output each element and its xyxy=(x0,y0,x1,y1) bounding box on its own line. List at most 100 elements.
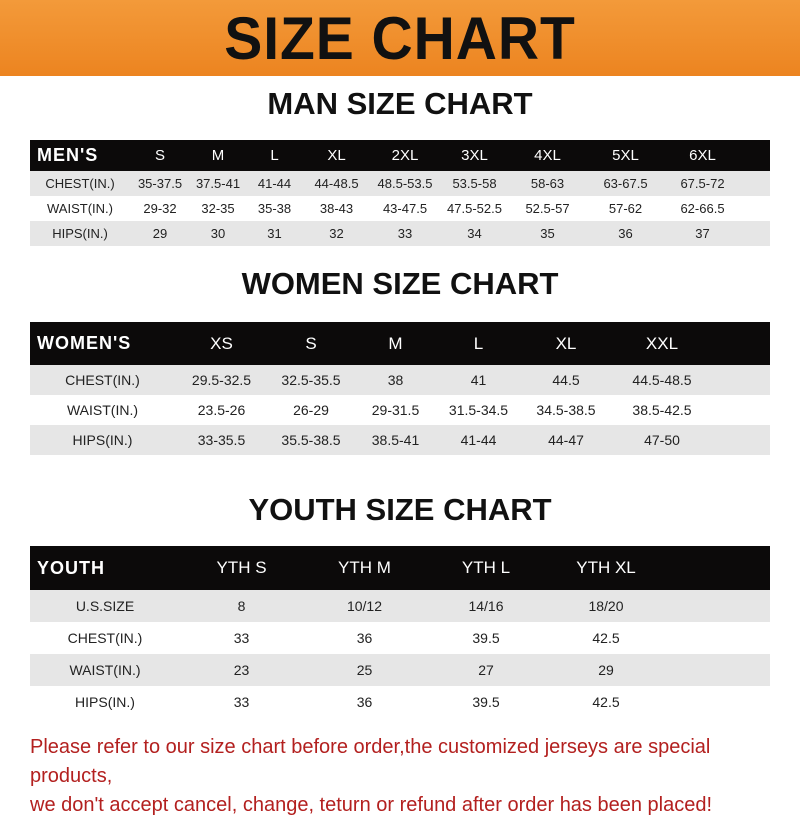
note-line: Please refer to our size chart before or… xyxy=(30,736,711,787)
women-title: WOMEN SIZE CHART xyxy=(241,266,559,301)
men-size-table: MEN'S S M L XL 2XL 3XL 4XL 5XL 6XL CHEST(IN.) 35-37… xyxy=(30,140,770,246)
table-cell: 63-67.5 xyxy=(603,176,648,191)
table-row: CHEST(IN.) 29.5-32.5 32.5-35.5 38 41 44.5 44.5… xyxy=(30,365,770,395)
table-cell: 44-48.5 xyxy=(314,176,359,191)
table-cell: 37.5-41 xyxy=(195,176,241,191)
table-cell: 35-37.5 xyxy=(137,176,183,191)
table-cell: S xyxy=(154,147,165,164)
table-cell: 38 xyxy=(387,372,404,388)
table-cell: XL xyxy=(327,147,346,164)
table-cell: 67.5-72 xyxy=(680,176,725,191)
table-header-row: YOUTH YTH S YTH M YTH L YTH XL xyxy=(30,546,770,590)
banner: SIZE CHART xyxy=(0,0,800,76)
table-cell: 33-35.5 xyxy=(197,432,246,448)
table-cell: L xyxy=(270,147,279,164)
men-title: MAN SIZE CHART xyxy=(267,86,533,121)
table-cell: 30 xyxy=(210,226,226,241)
table-cell: 29.5-32.5 xyxy=(191,372,252,388)
table-cell: 33 xyxy=(233,694,250,710)
table-cell: XXL xyxy=(645,333,679,353)
table-cell: L xyxy=(473,333,484,353)
table-cell: 35 xyxy=(540,226,555,241)
table-row: HIPS(IN.) 29 30 31 32 33 34 35 36 37 xyxy=(30,221,770,246)
table-cell: YTH L xyxy=(461,558,511,577)
table-cell: 32.5-35.5 xyxy=(281,372,341,388)
table-cell: 41 xyxy=(470,372,487,388)
table-header-row: MEN'S S M L XL 2XL 3XL 4XL 5XL 6XL xyxy=(30,140,770,171)
table-cell: 31 xyxy=(267,226,282,241)
row-label: HIPS(IN.) xyxy=(72,432,133,448)
table-cell: 41-44 xyxy=(257,176,292,191)
table-cell: XL xyxy=(555,333,577,353)
table-cell: 38.5-42.5 xyxy=(632,402,692,418)
table-cell: YTH M xyxy=(338,558,391,577)
table-cell: 62-66.5 xyxy=(680,201,725,216)
table-cell: M xyxy=(211,147,225,164)
table-cell: 44.5-48.5 xyxy=(632,372,692,388)
table-row: U.S.SIZE 8 10/12 14/16 18/20 xyxy=(30,590,770,622)
table-cell: 35.5-38.5 xyxy=(281,432,341,448)
table-cell: 23 xyxy=(233,662,250,678)
table-cell: 29-31.5 xyxy=(371,402,420,418)
table-cell: 14/16 xyxy=(468,598,504,614)
table-cell: 29-32 xyxy=(143,201,177,216)
row-label: HIPS(IN.) xyxy=(75,694,135,710)
table-cell: 29 xyxy=(598,662,614,678)
table-cell: 47.5-52.5 xyxy=(447,201,502,216)
row-label: HIPS(IN.) xyxy=(52,226,108,241)
table-cell: 44.5 xyxy=(552,372,580,388)
table-cell: 38-43 xyxy=(319,201,354,216)
table-cell: 23.5-26 xyxy=(197,402,246,418)
row-label: YOUTH xyxy=(37,557,105,578)
table-cell: 44-47 xyxy=(548,432,584,448)
table-cell: S xyxy=(305,333,317,353)
table-cell: YTH S xyxy=(216,558,267,577)
table-cell: XS xyxy=(210,333,233,353)
table-cell: 2XL xyxy=(391,147,419,164)
table-cell: 8 xyxy=(237,598,246,614)
table-cell: 35-38 xyxy=(257,201,292,216)
table-cell: 36 xyxy=(618,226,633,241)
table-cell: 33 xyxy=(233,630,250,646)
table-cell: 27 xyxy=(478,662,494,678)
table-cell: YTH XL xyxy=(576,558,636,577)
table-cell: 26-29 xyxy=(293,402,329,418)
table-cell: 43-47.5 xyxy=(382,201,428,216)
table-cell: 29 xyxy=(152,226,168,241)
women-size-table: WOMEN'S XS S M L XL XXL CHEST(IN.) 29.5-32.5 32.5… xyxy=(30,322,770,455)
table-row: WAIST(IN.) 23.5-26 26-29 29-31.5 31.5-34.5 34… xyxy=(30,395,770,425)
row-label: U.S.SIZE xyxy=(75,598,135,614)
table-cell: 36 xyxy=(356,630,373,646)
table-cell: 39.5 xyxy=(472,694,500,710)
table-cell: 39.5 xyxy=(472,630,500,646)
order-note: Please refer to our size chart before or… xyxy=(30,733,790,820)
youth-title: YOUTH SIZE CHART xyxy=(248,492,552,527)
table-cell: 32 xyxy=(329,226,344,241)
table-cell: 34.5-38.5 xyxy=(536,402,596,418)
table-cell: 57-62 xyxy=(608,201,643,216)
table-row: WAIST(IN.) 29-32 32-35 35-38 38-43 43-47.5 47.… xyxy=(30,196,770,221)
table-cell: 31.5-34.5 xyxy=(448,402,509,418)
table-cell: 36 xyxy=(356,694,373,710)
youth-size-table: YOUTH YTH S YTH M YTH L YTH XL U.S.SIZE 8 10/12… xyxy=(30,546,770,718)
table-row: HIPS(IN.) 33-35.5 35.5-38.5 38.5-41 41-44 44-… xyxy=(30,425,770,455)
table-cell: 4XL xyxy=(534,147,561,164)
row-label: WOMEN'S xyxy=(37,333,132,353)
table-cell: 3XL xyxy=(461,147,488,164)
row-label: CHEST(IN.) xyxy=(45,176,115,191)
table-cell: 41-44 xyxy=(460,432,497,448)
table-cell: 42.5 xyxy=(592,630,620,646)
table-row: CHEST(IN.) 35-37.5 37.5-41 41-44 44-48.5 48.5… xyxy=(30,171,770,196)
table-cell: 58-63 xyxy=(530,176,565,191)
table-cell: 38.5-41 xyxy=(371,432,420,448)
note-line: we don't accept cancel, change, teturn o… xyxy=(30,794,713,816)
table-cell: 18/20 xyxy=(588,598,624,614)
table-cell: 53.5-58 xyxy=(452,176,497,191)
table-row: HIPS(IN.) 33 36 39.5 42.5 xyxy=(30,686,770,718)
table-cell: 25 xyxy=(356,662,373,678)
table-header-row: WOMEN'S XS S M L XL XXL xyxy=(30,322,770,365)
banner-title: SIZE CHART xyxy=(224,4,576,72)
table-cell: 47-50 xyxy=(644,432,680,448)
row-label: WAIST(IN.) xyxy=(69,662,141,678)
table-cell: 52.5-57 xyxy=(525,201,570,216)
